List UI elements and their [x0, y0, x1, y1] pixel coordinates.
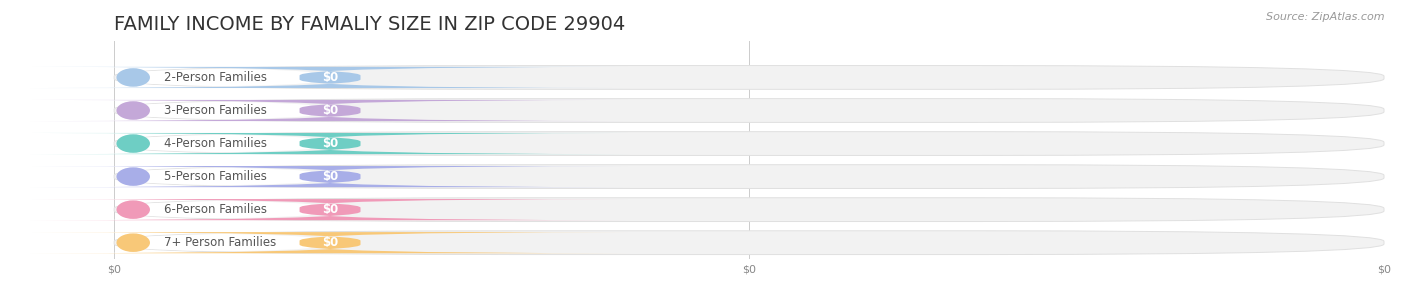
Ellipse shape: [117, 233, 150, 252]
Text: FAMILY INCOME BY FAMALIY SIZE IN ZIP CODE 29904: FAMILY INCOME BY FAMALIY SIZE IN ZIP COD…: [114, 15, 626, 34]
FancyBboxPatch shape: [31, 232, 630, 253]
FancyBboxPatch shape: [0, 67, 450, 88]
FancyBboxPatch shape: [31, 67, 630, 88]
FancyBboxPatch shape: [31, 166, 630, 187]
FancyBboxPatch shape: [31, 133, 630, 154]
FancyBboxPatch shape: [0, 133, 450, 154]
Text: 7+ Person Families: 7+ Person Families: [163, 236, 276, 249]
Ellipse shape: [117, 68, 150, 87]
Text: $0: $0: [322, 170, 339, 183]
Text: Source: ZipAtlas.com: Source: ZipAtlas.com: [1267, 12, 1385, 22]
Text: $0: $0: [322, 137, 339, 150]
FancyBboxPatch shape: [114, 231, 1384, 255]
Text: 6-Person Families: 6-Person Families: [163, 203, 267, 216]
Text: 5-Person Families: 5-Person Families: [163, 170, 267, 183]
Ellipse shape: [117, 134, 150, 153]
FancyBboxPatch shape: [0, 199, 450, 220]
FancyBboxPatch shape: [114, 99, 1384, 122]
Text: $0: $0: [322, 71, 339, 84]
Ellipse shape: [117, 200, 150, 219]
FancyBboxPatch shape: [0, 232, 450, 253]
Text: $0: $0: [322, 236, 339, 249]
Text: $0: $0: [322, 203, 339, 216]
Ellipse shape: [117, 101, 150, 120]
FancyBboxPatch shape: [114, 132, 1384, 156]
FancyBboxPatch shape: [114, 198, 1384, 221]
FancyBboxPatch shape: [0, 166, 450, 187]
Text: 4-Person Families: 4-Person Families: [163, 137, 267, 150]
FancyBboxPatch shape: [31, 100, 630, 121]
Text: 2-Person Families: 2-Person Families: [163, 71, 267, 84]
Text: 3-Person Families: 3-Person Families: [163, 104, 267, 117]
Ellipse shape: [117, 167, 150, 186]
FancyBboxPatch shape: [114, 66, 1384, 89]
Text: $0: $0: [322, 104, 339, 117]
FancyBboxPatch shape: [0, 100, 450, 121]
FancyBboxPatch shape: [114, 165, 1384, 188]
FancyBboxPatch shape: [31, 199, 630, 220]
